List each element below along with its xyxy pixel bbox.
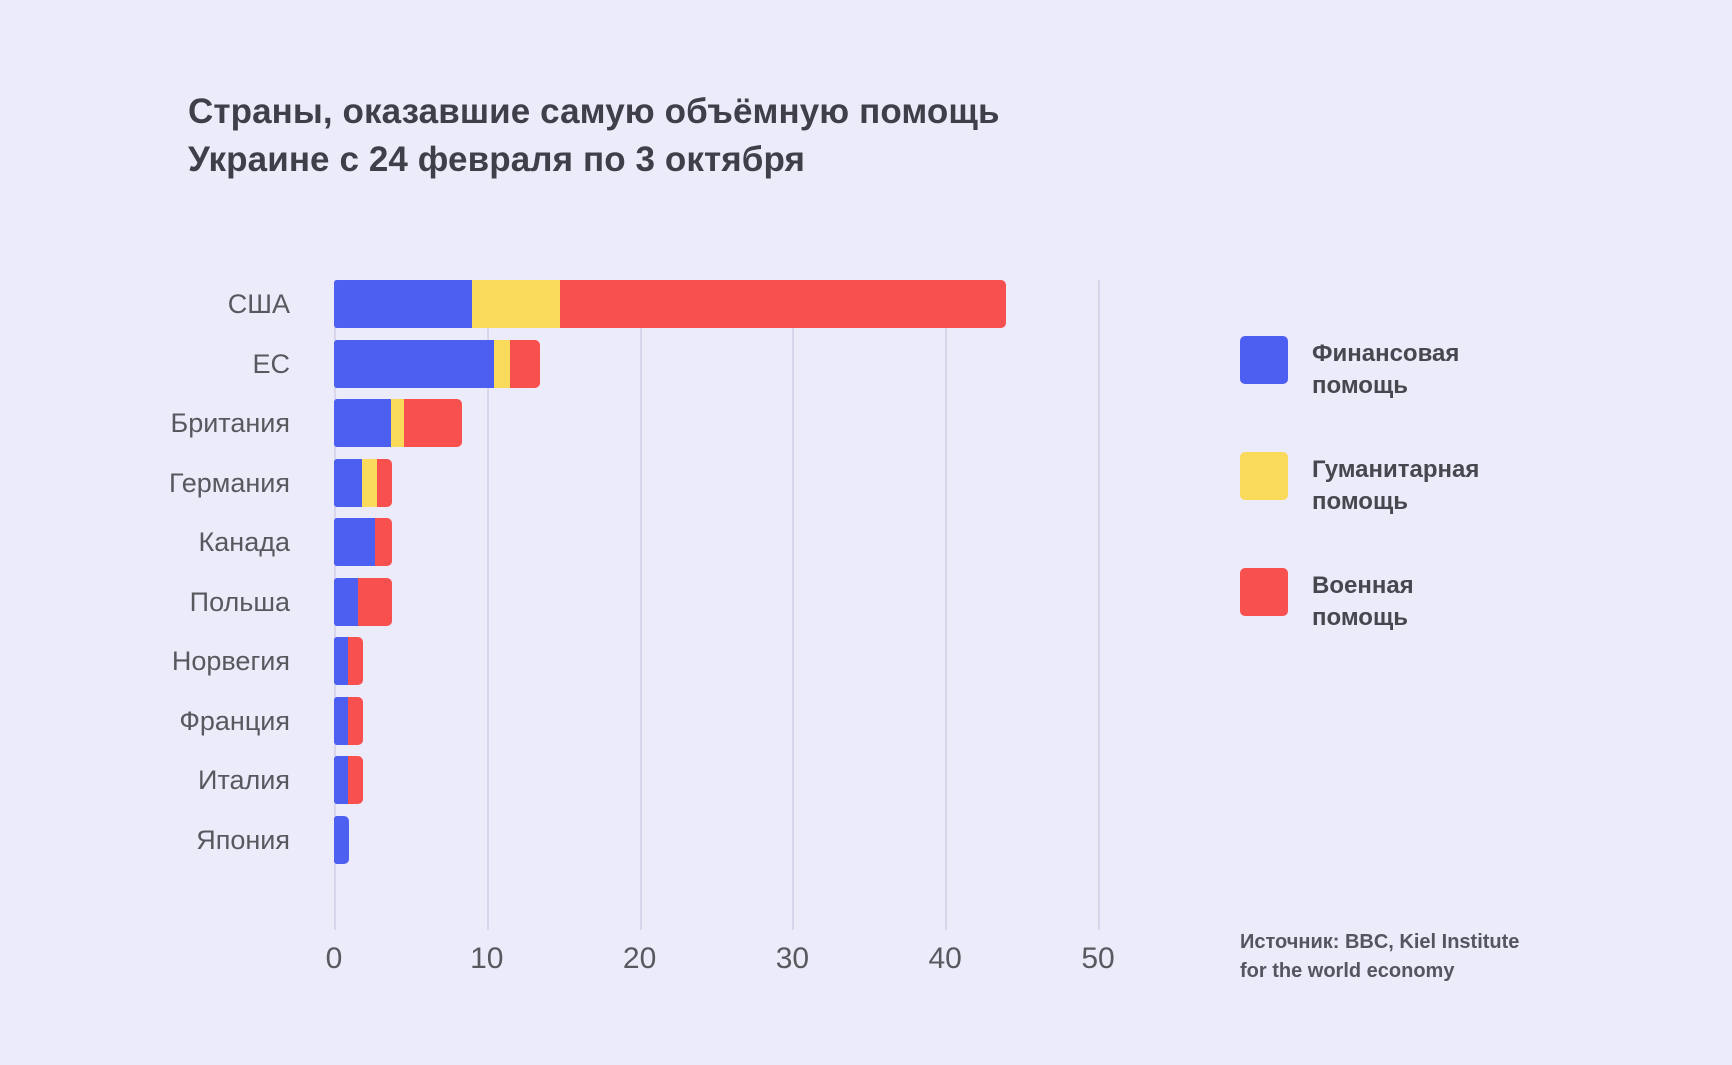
bar-segment-financial[interactable] xyxy=(334,280,472,328)
legend-item-humanitarian[interactable]: Гуманитарная помощь xyxy=(1240,452,1479,519)
bar-segment-military[interactable] xyxy=(347,696,364,745)
category-label: ЕС xyxy=(252,348,290,379)
bar-row[interactable] xyxy=(334,339,541,388)
legend-label-humanitarian: Гуманитарная помощь xyxy=(1312,456,1480,516)
category-label: Германия xyxy=(168,467,290,498)
bar-segment-military[interactable] xyxy=(404,399,463,447)
gridline-40 xyxy=(945,280,948,930)
bar-segment-military[interactable] xyxy=(358,577,393,626)
bar-row[interactable] xyxy=(334,458,393,507)
page-title: Страны, оказавшие самую объёмную помощь … xyxy=(188,88,1188,185)
bar-rows xyxy=(334,280,1098,930)
bar-segment-financial[interactable] xyxy=(334,399,391,447)
bar-row[interactable] xyxy=(334,756,364,804)
category-label: Польша xyxy=(189,586,290,617)
category-label: Франция xyxy=(179,705,290,736)
bar-segment-military[interactable] xyxy=(376,458,393,507)
x-axis: 0 10 20 30 40 50 xyxy=(326,932,1115,992)
x-tick-label: 0 xyxy=(325,942,343,975)
bar-segment-military[interactable] xyxy=(347,756,364,804)
bar-row[interactable] xyxy=(334,399,463,447)
bar-segment-financial[interactable] xyxy=(334,458,362,507)
bar-segment-military[interactable] xyxy=(509,339,541,388)
bar-row[interactable] xyxy=(334,815,350,864)
bar-segment-humanitarian[interactable] xyxy=(390,399,405,447)
bar-segment-financial[interactable] xyxy=(334,756,348,804)
bar-segment-financial[interactable] xyxy=(334,518,376,566)
page-title-line2: Украине с 24 февраля по 3 октября xyxy=(188,140,806,180)
bar-segment-financial[interactable] xyxy=(334,696,348,745)
bar-segment-financial[interactable] xyxy=(334,577,359,626)
category-label: США xyxy=(227,289,290,319)
category-axis: США ЕС Британия Германия Канада Польша Норвеги… xyxy=(0,280,314,930)
legend-swatch-military xyxy=(1240,568,1288,616)
bar-segment-military[interactable] xyxy=(560,280,1007,328)
x-tick-label: 20 xyxy=(622,942,657,975)
gridline-10 xyxy=(486,280,489,930)
bar-row[interactable] xyxy=(334,577,393,626)
gridline-30 xyxy=(792,280,795,930)
bar-row[interactable] xyxy=(334,518,393,566)
bar-row[interactable] xyxy=(334,696,364,745)
legend-label-military: Военная помощь xyxy=(1312,572,1414,632)
bar-segment-humanitarian[interactable] xyxy=(361,458,377,507)
category-label: Норвегия xyxy=(171,646,290,676)
x-tick-label: 50 xyxy=(1081,942,1115,975)
bar-segment-financial[interactable] xyxy=(334,815,350,864)
bar-segment-financial[interactable] xyxy=(334,637,348,685)
x-tick-label: 10 xyxy=(470,942,504,975)
legend-item-financial[interactable]: Финансовая помощь xyxy=(1240,336,1459,403)
category-label: Италия xyxy=(198,765,290,795)
gridline-20 xyxy=(639,280,642,930)
bar-row[interactable] xyxy=(334,280,1007,328)
bar-segment-military[interactable] xyxy=(347,637,364,685)
x-tick-label: 40 xyxy=(928,942,962,975)
legend-swatch-financial xyxy=(1240,336,1288,384)
bar-segment-humanitarian[interactable] xyxy=(471,280,561,328)
bar-segment-financial[interactable] xyxy=(334,339,495,388)
x-tick-label: 30 xyxy=(775,942,810,975)
bar-segment-humanitarian[interactable] xyxy=(494,339,510,388)
category-label: Япония xyxy=(196,824,290,855)
legend-item-military[interactable]: Военная помощь xyxy=(1240,568,1414,635)
legend-label-financial: Финансовая помощь xyxy=(1312,340,1460,400)
gridline-50 xyxy=(1098,280,1100,930)
legend-swatch-humanitarian xyxy=(1240,452,1288,500)
plot-area xyxy=(334,280,1100,930)
page-title-line1: Страны, оказавшие самую объёмную помощь xyxy=(188,92,1000,131)
category-label: Британия xyxy=(170,408,290,438)
bar-row[interactable] xyxy=(334,637,364,685)
source-note: Источник: BBC, Kiel Institute for the wo… xyxy=(1240,931,1520,982)
category-label: Канада xyxy=(198,527,290,557)
bar-segment-military[interactable] xyxy=(375,518,393,566)
